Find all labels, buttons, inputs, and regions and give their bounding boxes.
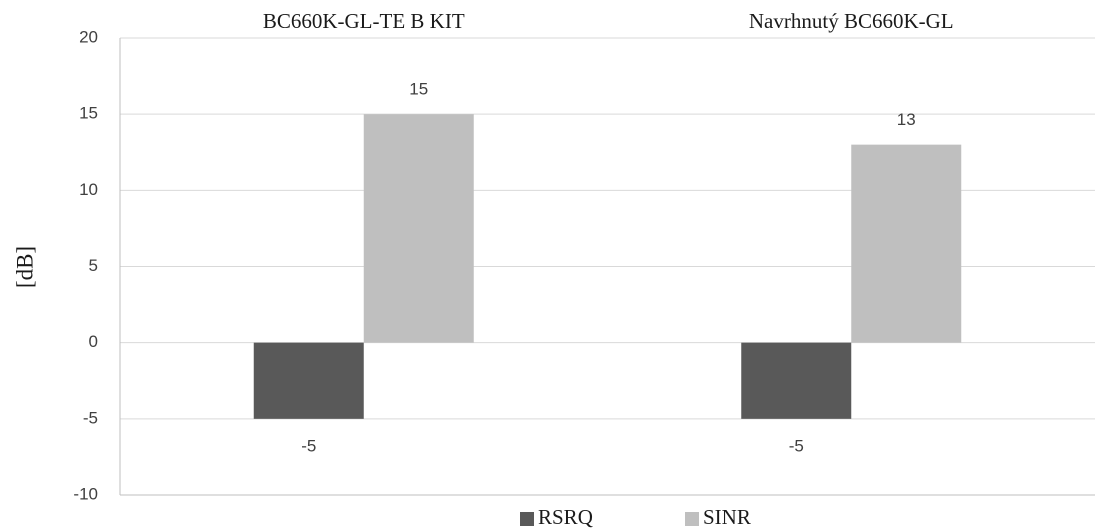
y-tick-label: 5 xyxy=(89,256,98,275)
data-labels: -5 15 -5 13 xyxy=(301,80,916,456)
y-tick-label: -5 xyxy=(83,408,98,427)
bar-sinr xyxy=(851,144,962,343)
y-axis-label: [dB] xyxy=(12,246,37,288)
legend-swatch-sinr xyxy=(685,512,699,526)
bars xyxy=(253,114,962,419)
y-tick-label: 15 xyxy=(79,104,98,123)
data-label: 13 xyxy=(897,110,916,129)
y-tick-label: -10 xyxy=(73,484,98,503)
bar-sinr xyxy=(363,114,474,343)
bar-rsrq xyxy=(253,342,364,419)
category-label: Navrhnutý BC660K-GL xyxy=(749,9,954,33)
axis-lines xyxy=(119,38,1095,496)
data-label: -5 xyxy=(789,436,804,455)
legend: RSRQ SINR xyxy=(520,505,751,529)
y-tick-label: 0 xyxy=(89,332,98,351)
legend-swatch-rsrq xyxy=(520,512,534,526)
y-tick-label: 10 xyxy=(79,180,98,199)
data-label: -5 xyxy=(301,436,316,455)
y-tick-labels: -10 -5 0 5 10 15 20 xyxy=(73,27,98,503)
category-label: BC660K-GL-TE B KIT xyxy=(263,9,465,33)
bar-rsrq xyxy=(741,342,852,419)
data-label: 15 xyxy=(409,80,428,99)
legend-label-rsrq: RSRQ xyxy=(538,505,593,529)
legend-label-sinr: SINR xyxy=(703,505,751,529)
y-tick-label: 20 xyxy=(79,27,98,46)
category-labels: BC660K-GL-TE B KIT Navrhnutý BC660K-GL xyxy=(263,9,954,33)
